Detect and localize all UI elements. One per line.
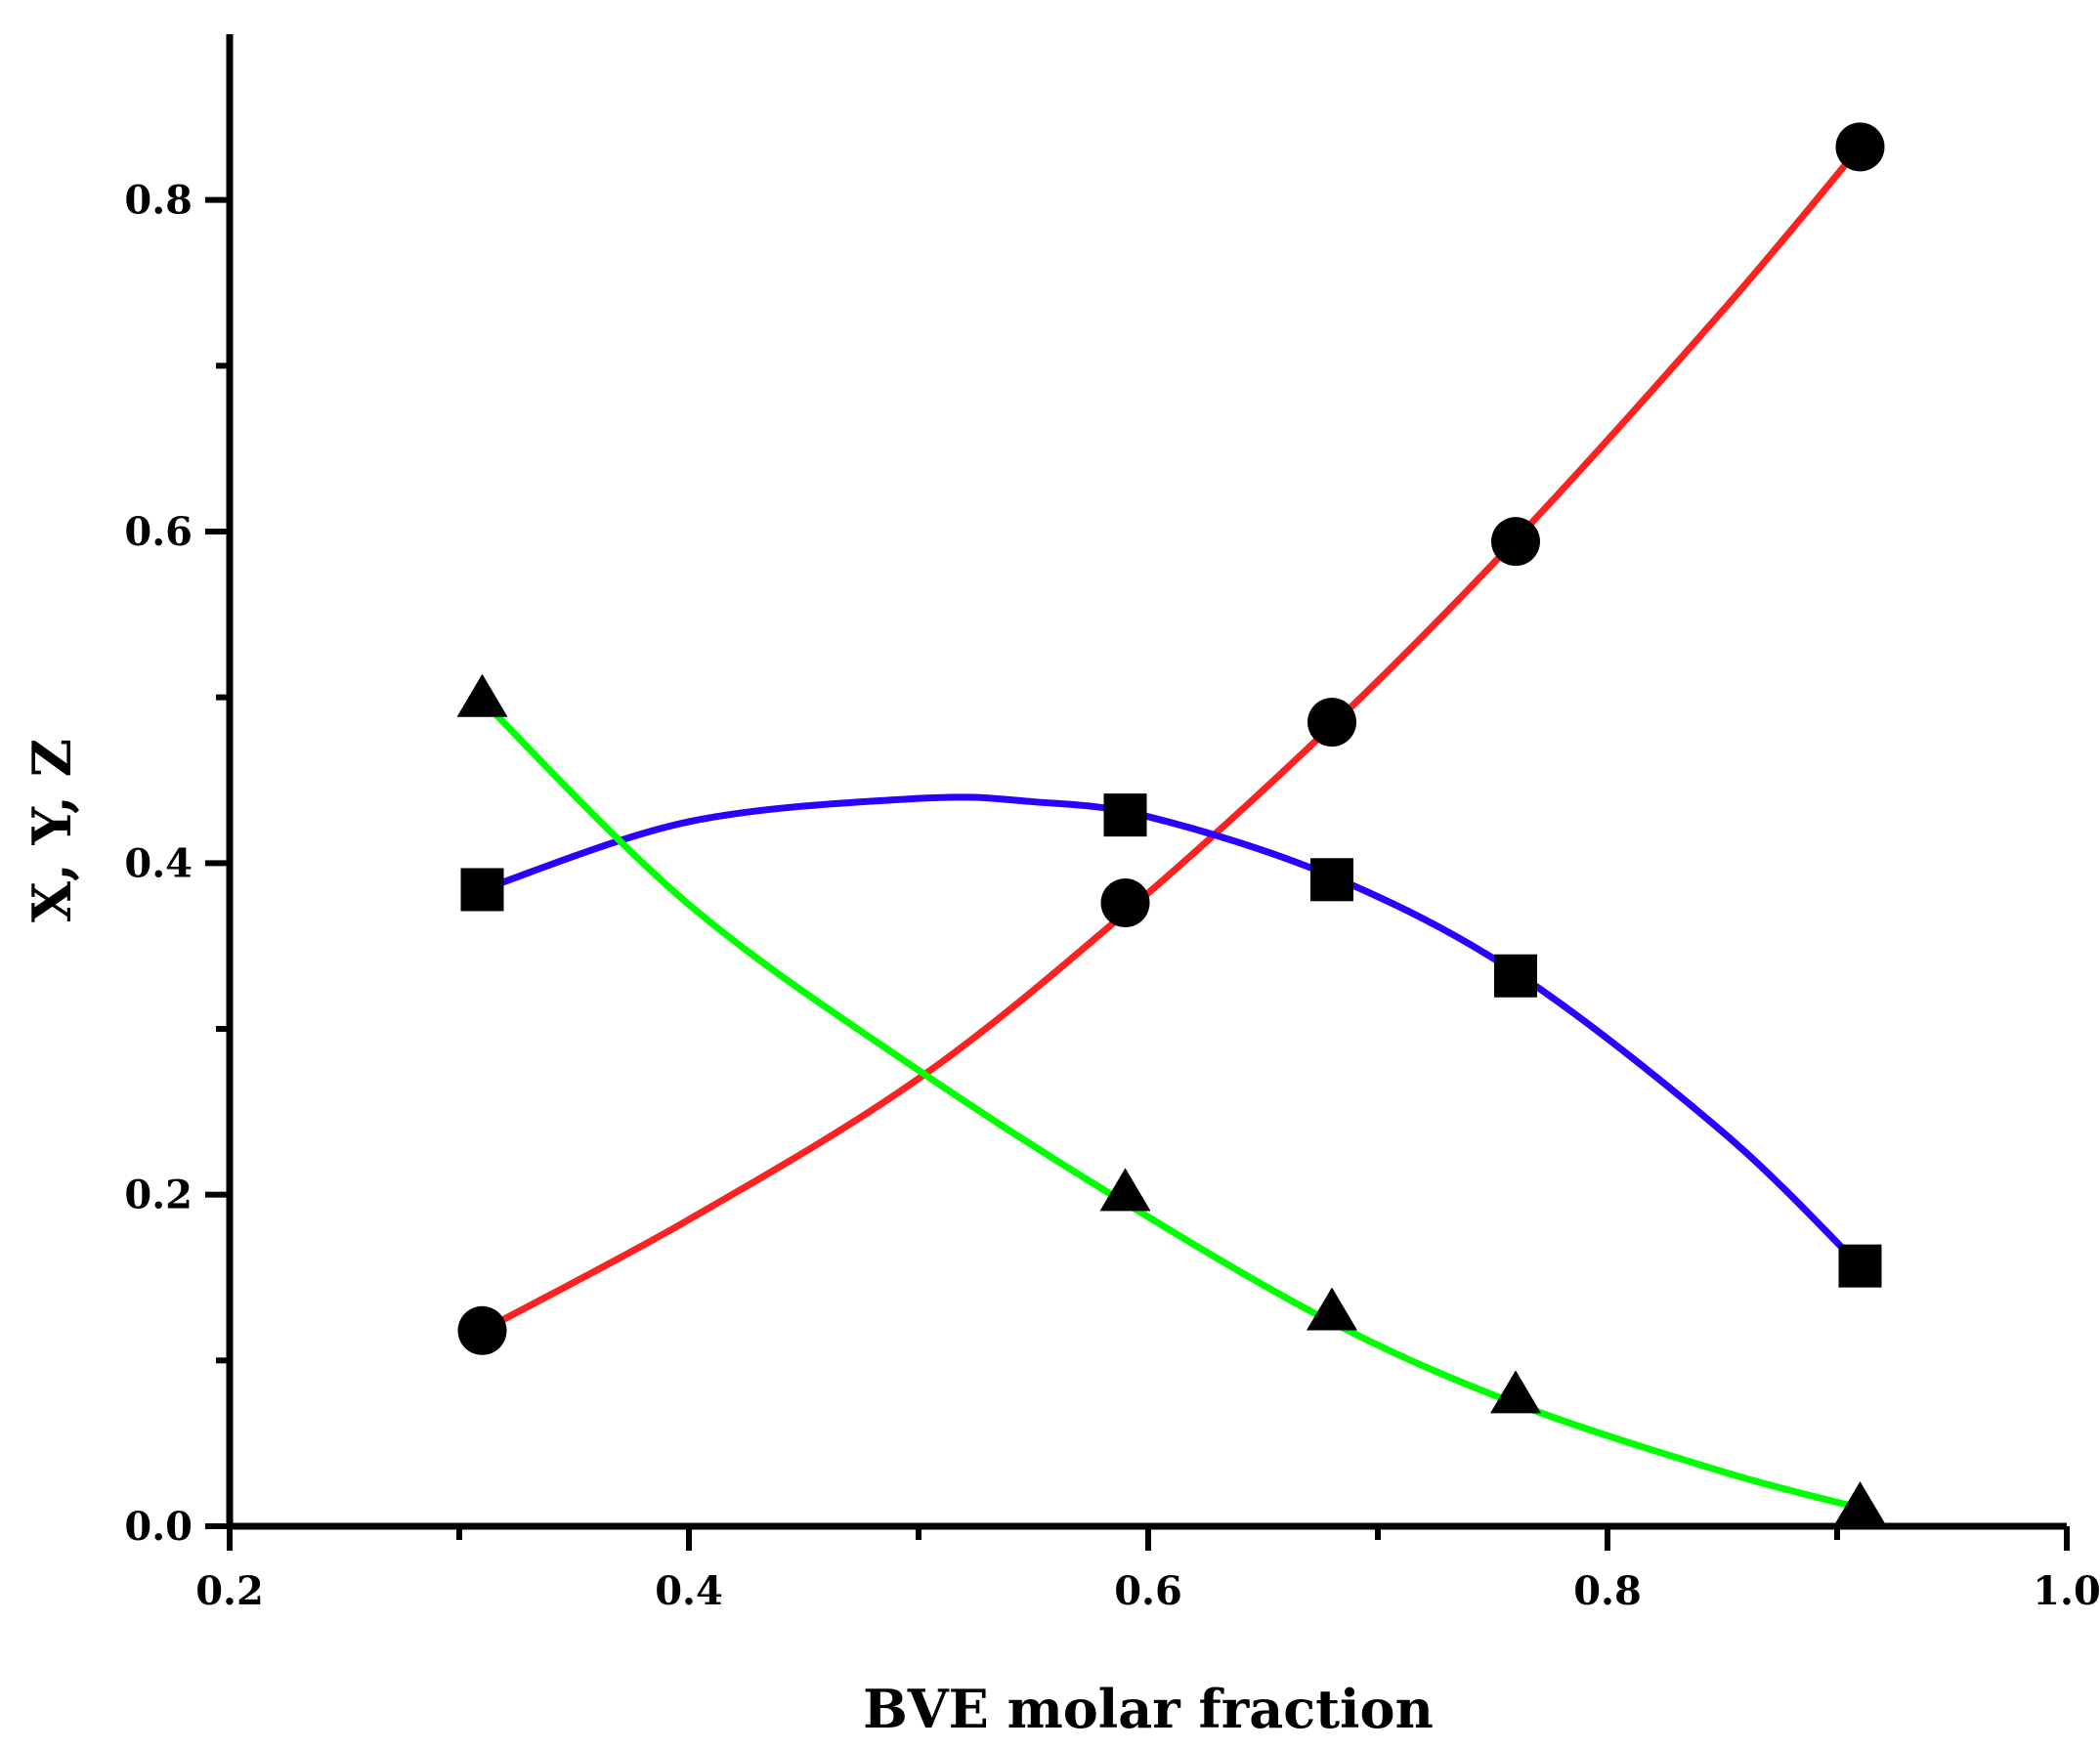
circle-marker [457,1305,507,1355]
triangle-marker [1834,1481,1886,1525]
y-tick-label: 0.0 [124,1504,193,1550]
circle-marker [1491,517,1540,567]
axis-ticks [205,196,2070,1551]
circle-marker [1100,878,1150,928]
square-marker [1494,954,1537,998]
triangles-fit-line [479,697,1864,1512]
y-axis-title: X, Y, Z [21,739,83,922]
y-tick-label: 0.6 [124,509,193,555]
square-marker [1838,1244,1882,1288]
axis-tick-labels: 0.2 0.4 0.6 0.8 1.00.00.20.40.60.8 [124,178,2100,1614]
x-tick-label: 0.8 [1573,1568,1642,1614]
triangle-marker [1099,1168,1151,1212]
x-tick-label: 0.2 [195,1568,264,1614]
circles-fit-line [479,143,1864,1335]
square-marker [460,868,504,912]
data-markers [456,122,1886,1525]
triangle-marker [1490,1370,1541,1414]
circle-marker [1307,698,1356,747]
x-tick-label: 0.4 [655,1568,723,1614]
square-marker [1103,793,1147,837]
squares-fit-line [479,793,1864,1270]
x-tick-label: 0.6 [1114,1568,1182,1614]
y-tick-label: 0.8 [124,178,193,224]
axes [226,34,2067,1530]
square-marker [1310,858,1353,902]
triangle-marker [456,673,508,717]
triangle-marker [1307,1287,1357,1331]
fit-lines [479,143,1864,1512]
x-axis-title: BVE molar fraction [863,1678,1434,1740]
x-tick-label: 1.0 [2033,1568,2100,1614]
y-tick-label: 0.4 [124,840,193,886]
circle-marker [1835,122,1885,172]
y-tick-label: 0.2 [124,1173,193,1218]
